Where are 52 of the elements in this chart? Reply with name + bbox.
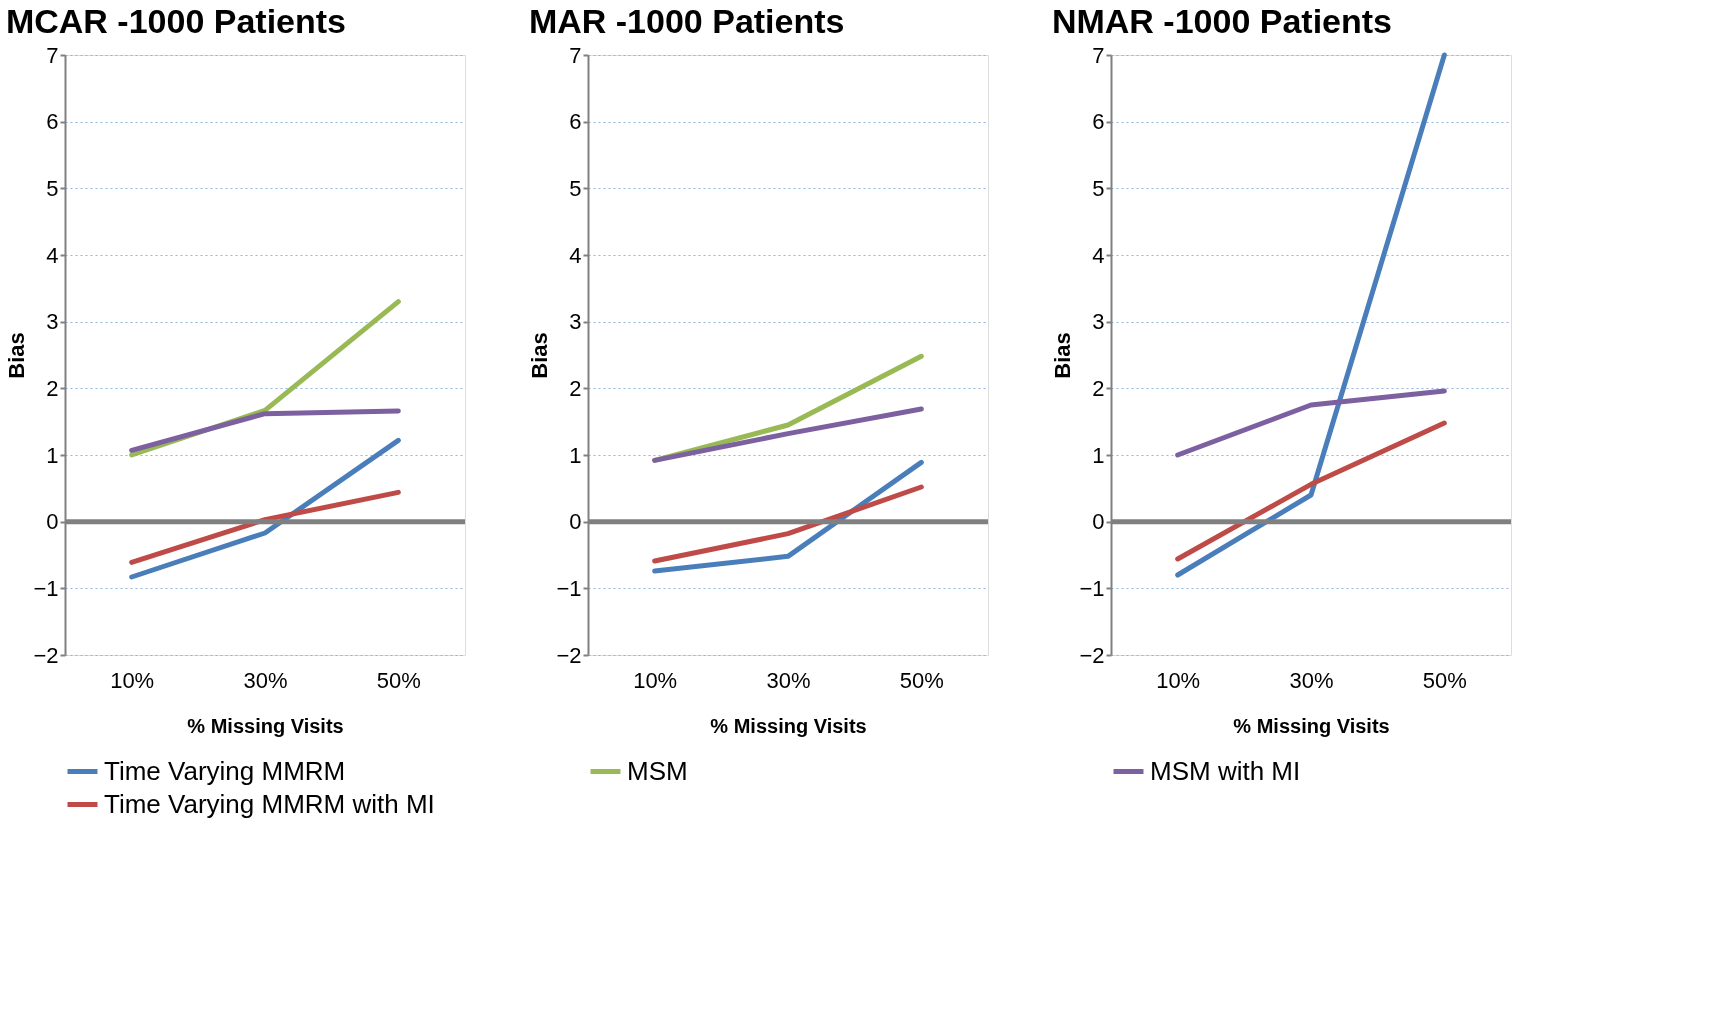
- y-axis-title: Bias: [527, 332, 553, 379]
- y-tick-label: 5: [46, 175, 59, 201]
- y-tick-label: −1: [556, 575, 582, 601]
- y-tick-label: 3: [46, 309, 59, 335]
- legend-label: MSM: [627, 755, 688, 786]
- y-tick-label: 4: [569, 242, 582, 268]
- chart-title: NMAR -1000 Patients: [1051, 2, 1393, 40]
- y-tick-label: 0: [1092, 509, 1105, 535]
- y-tick-label: 5: [569, 175, 582, 201]
- y-tick-label: 7: [1092, 42, 1105, 68]
- y-tick-label: 0: [46, 509, 59, 535]
- x-tick-label: 50%: [376, 667, 421, 693]
- y-axis-title: Bias: [1050, 332, 1076, 379]
- x-tick-label: 30%: [1289, 667, 1334, 693]
- x-tick-label: 10%: [1156, 667, 1201, 693]
- x-axis-title: % Missing Visits: [187, 714, 344, 737]
- x-tick-label: 10%: [633, 667, 678, 693]
- x-tick-label: 10%: [110, 667, 155, 693]
- y-tick-label: 4: [1092, 242, 1105, 268]
- y-tick-label: 0: [569, 509, 582, 535]
- legend-label: MSM with MI: [1150, 755, 1301, 786]
- x-tick-label: 50%: [899, 667, 944, 693]
- y-tick-label: −1: [33, 575, 59, 601]
- y-tick-label: 2: [569, 375, 582, 401]
- x-axis-title: % Missing Visits: [710, 714, 867, 737]
- y-tick-label: 2: [46, 375, 59, 401]
- y-axis-title: Bias: [4, 332, 30, 379]
- y-tick-label: 6: [1092, 109, 1105, 135]
- x-tick-label: 30%: [243, 667, 288, 693]
- y-tick-label: 7: [569, 42, 582, 68]
- y-tick-label: 4: [46, 242, 59, 268]
- x-axis-title: % Missing Visits: [1233, 714, 1390, 737]
- y-tick-label: 7: [46, 42, 59, 68]
- y-tick-label: 3: [1092, 309, 1105, 335]
- y-tick-label: 3: [569, 309, 582, 335]
- y-tick-label: 1: [46, 442, 59, 468]
- x-tick-label: 50%: [1422, 667, 1467, 693]
- y-tick-label: 1: [1092, 442, 1105, 468]
- x-tick-label: 30%: [766, 667, 811, 693]
- chart-title: MAR -1000 Patients: [528, 2, 845, 40]
- y-tick-label: 5: [1092, 175, 1105, 201]
- y-tick-label: −2: [33, 642, 59, 668]
- legend-label: Time Varying MMRM with MI: [104, 788, 435, 819]
- y-tick-label: 2: [1092, 375, 1105, 401]
- y-tick-label: −2: [1079, 642, 1105, 668]
- y-tick-label: 6: [569, 109, 582, 135]
- chart-title: MCAR -1000 Patients: [5, 2, 347, 40]
- y-tick-label: 1: [569, 442, 582, 468]
- y-tick-label: 6: [46, 109, 59, 135]
- y-tick-label: −2: [556, 642, 582, 668]
- y-tick-label: −1: [1079, 575, 1105, 601]
- legend-label: Time Varying MMRM: [104, 755, 346, 786]
